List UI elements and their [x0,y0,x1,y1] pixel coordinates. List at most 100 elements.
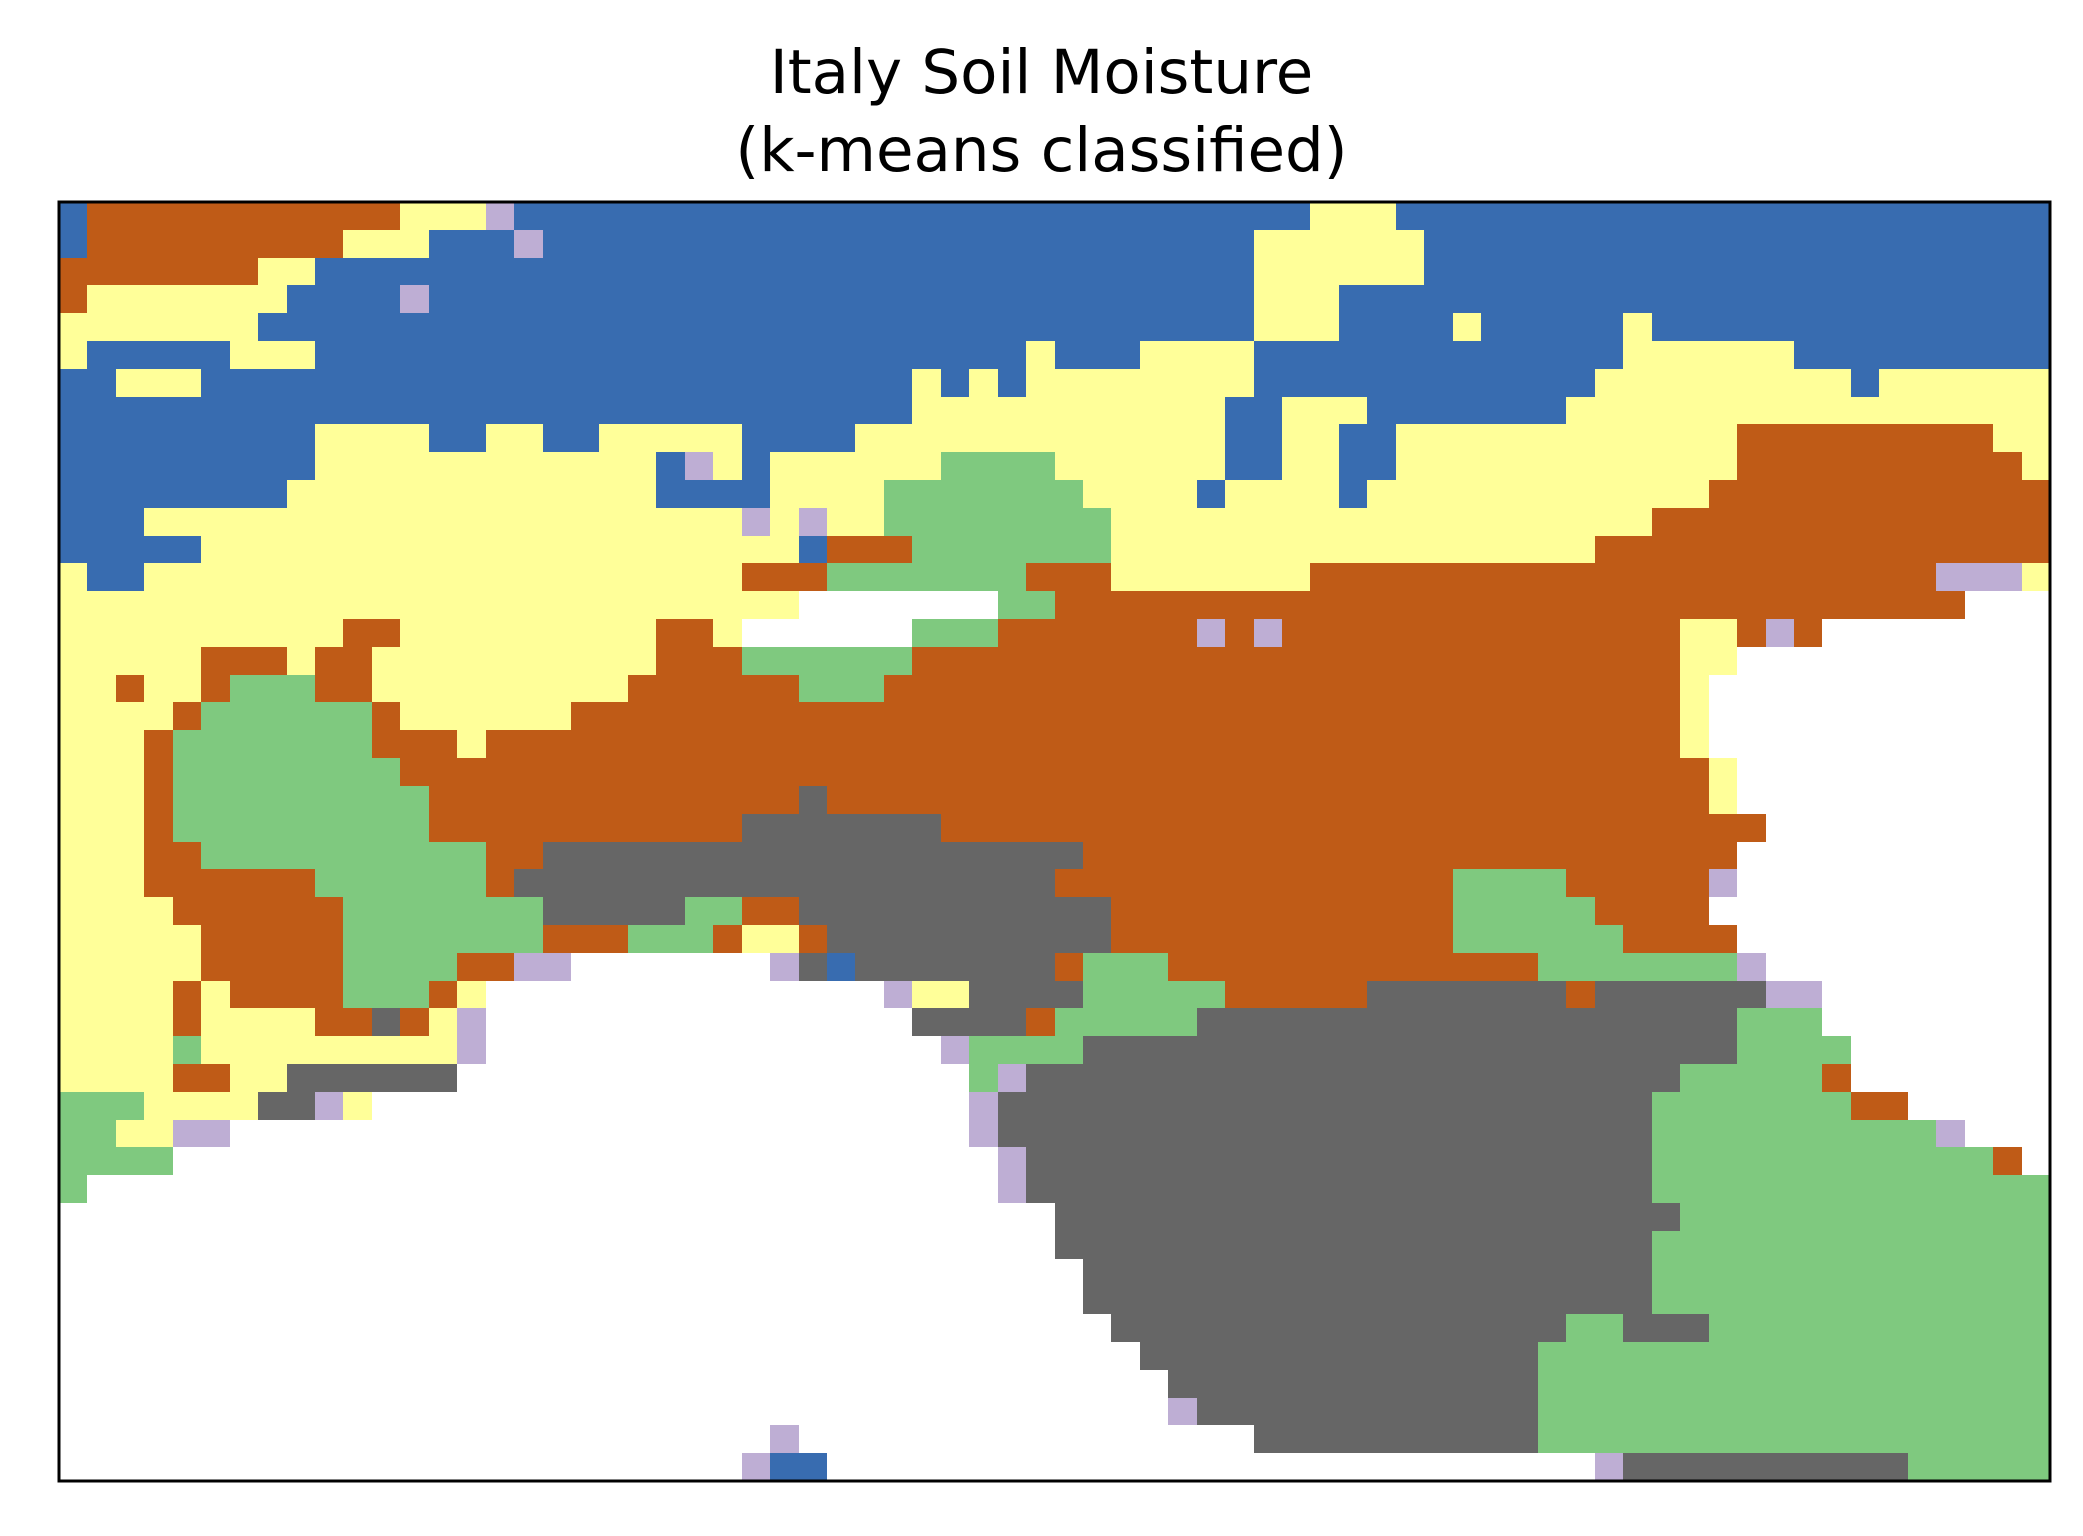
heatmap-cell [799,536,827,563]
heatmap-cell [1055,1203,1083,1231]
heatmap-cell [1566,1398,1595,1425]
heatmap-cell [343,202,372,230]
heatmap-cell [1680,341,1709,369]
heatmap-cell [1026,1147,1055,1175]
heatmap-cell [400,452,429,480]
heatmap-cell [1595,1259,1623,1286]
heatmap-cell [116,730,144,758]
heatmap-cell [1652,230,1680,258]
heatmap-cell [1822,1425,1851,1453]
heatmap-cell [1538,981,1566,1008]
heatmap-cell [998,1064,1026,1092]
heatmap-cell [1282,508,1310,536]
heatmap-cell [144,397,173,424]
heatmap-cell [87,1036,116,1064]
heatmap-cell [1140,1092,1168,1120]
heatmap-cell [884,480,912,508]
heatmap-cell [457,869,486,897]
heatmap-cell [1879,202,1908,230]
heatmap-cell [1623,758,1652,786]
heatmap-cell [628,647,656,675]
heatmap-cell [1566,953,1595,981]
heatmap-cell [1453,786,1481,814]
heatmap-cell [1424,536,1453,563]
heatmap-cell [1822,452,1851,480]
heatmap-cell [1168,285,1197,313]
heatmap-cell [1254,619,1282,647]
heatmap-cell [2022,1370,2050,1398]
heatmap-cell [1453,647,1481,675]
heatmap-cell [1140,1036,1168,1064]
heatmap-cell [343,591,372,619]
heatmap-cell [1510,424,1538,452]
heatmap-cell [1197,1342,1225,1370]
heatmap-cell [144,1092,173,1120]
heatmap-cell [486,202,514,230]
heatmap-cell [1680,1120,1709,1147]
heatmap-cell [1510,702,1538,730]
heatmap-cell [1396,1147,1424,1175]
heatmap-cell [1879,1370,1908,1398]
heatmap-cell [1879,285,1908,313]
heatmap-cell [287,1008,315,1036]
heatmap-cell [1936,1370,1965,1398]
heatmap-cell [315,619,343,647]
heatmap-cell [1566,675,1595,702]
heatmap-cell [1197,591,1225,619]
heatmap-cell [1424,702,1453,730]
heatmap-cell [1481,702,1510,730]
heatmap-cell [514,452,543,480]
heatmap-cell [1026,953,1055,981]
heatmap-cell [173,814,201,842]
heatmap-cell [372,786,400,814]
heatmap-cell [543,397,571,424]
heatmap-cell [1339,1175,1367,1203]
heatmap-cell [59,480,87,508]
heatmap-cell [1566,285,1595,313]
heatmap-cell [1481,424,1510,452]
heatmap-cell [486,424,514,452]
heatmap-cell [287,285,315,313]
heatmap-cell [713,508,742,536]
heatmap-cell [1310,1286,1339,1314]
heatmap-cell [457,1008,486,1036]
heatmap-cell [1538,341,1566,369]
heatmap-cell [1709,563,1737,591]
heatmap-cell [1168,563,1197,591]
heatmap-cell [941,702,969,730]
heatmap-cell [1396,647,1424,675]
heatmap-cell [912,202,941,230]
heatmap-cell [1652,1064,1680,1092]
heatmap-cell [1140,1147,1168,1175]
heatmap-cell [1538,1064,1566,1092]
heatmap-cell [998,397,1026,424]
heatmap-cell [1140,369,1168,397]
heatmap-cell [1822,1342,1851,1370]
heatmap-cell [685,619,713,647]
heatmap-cell [1254,1425,1282,1453]
heatmap-cell [1737,619,1766,647]
heatmap-cell [1026,675,1055,702]
heatmap-cell [1851,1314,1879,1342]
heatmap-cell [628,508,656,536]
heatmap-cell [1595,842,1623,869]
heatmap-cell [1225,619,1254,647]
heatmap-cell [599,591,628,619]
heatmap-cell [599,619,628,647]
heatmap-cell [912,758,941,786]
heatmap-cell [1453,981,1481,1008]
heatmap-cell [799,842,827,869]
heatmap-cell [1282,452,1310,480]
heatmap-cell [599,285,628,313]
heatmap-cell [912,702,941,730]
heatmap-cell [1197,869,1225,897]
heatmap-cell [1623,258,1652,285]
heatmap-cell [713,452,742,480]
heatmap-cell [372,1036,400,1064]
heatmap-cell [1652,619,1680,647]
heatmap-cell [1652,1175,1680,1203]
heatmap-cell [628,285,656,313]
heatmap-cell [1367,925,1396,953]
heatmap-cell [1538,1231,1566,1259]
heatmap-cell [372,563,400,591]
